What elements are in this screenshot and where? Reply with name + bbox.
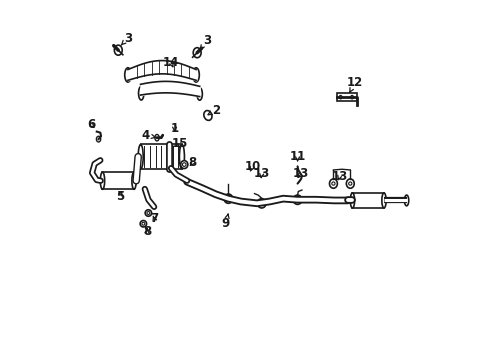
Ellipse shape [138,86,143,100]
Text: 10: 10 [244,160,260,173]
Ellipse shape [114,45,122,55]
Text: 12: 12 [346,76,362,92]
Ellipse shape [155,134,159,141]
Ellipse shape [179,144,184,169]
Text: 15: 15 [171,137,188,150]
Ellipse shape [224,194,232,203]
Text: 5: 5 [115,190,123,203]
Ellipse shape [349,193,354,208]
Text: 13: 13 [253,167,269,180]
Bar [102,172,134,189]
Ellipse shape [197,87,202,100]
Ellipse shape [404,195,408,206]
Ellipse shape [293,195,301,204]
Text: 14: 14 [163,56,179,69]
Ellipse shape [192,68,199,82]
Ellipse shape [381,193,386,208]
Bar [141,144,182,169]
Text: 8: 8 [188,156,196,169]
Ellipse shape [140,221,146,227]
Text: 9: 9 [221,214,229,230]
Ellipse shape [257,199,265,208]
Ellipse shape [339,95,341,99]
Text: 2: 2 [207,104,220,117]
Ellipse shape [346,179,353,188]
Bar [352,193,383,208]
Ellipse shape [138,144,143,169]
Ellipse shape [329,179,337,188]
Ellipse shape [203,111,212,120]
Text: 1: 1 [170,122,178,135]
Bar [336,93,356,101]
Ellipse shape [350,95,353,99]
Ellipse shape [180,161,187,168]
Text: 7: 7 [150,212,158,225]
Text: 13: 13 [292,167,308,180]
Ellipse shape [96,136,101,142]
Text: 3: 3 [200,33,210,50]
Text: 4: 4 [142,129,155,142]
Ellipse shape [193,48,201,58]
Text: 11: 11 [289,150,305,163]
Ellipse shape [124,68,131,82]
Text: 13: 13 [331,170,347,183]
Ellipse shape [145,210,151,216]
Ellipse shape [132,172,136,189]
Text: 6: 6 [87,118,95,131]
Text: 8: 8 [142,225,151,238]
Ellipse shape [100,172,104,189]
Text: 3: 3 [121,32,132,45]
